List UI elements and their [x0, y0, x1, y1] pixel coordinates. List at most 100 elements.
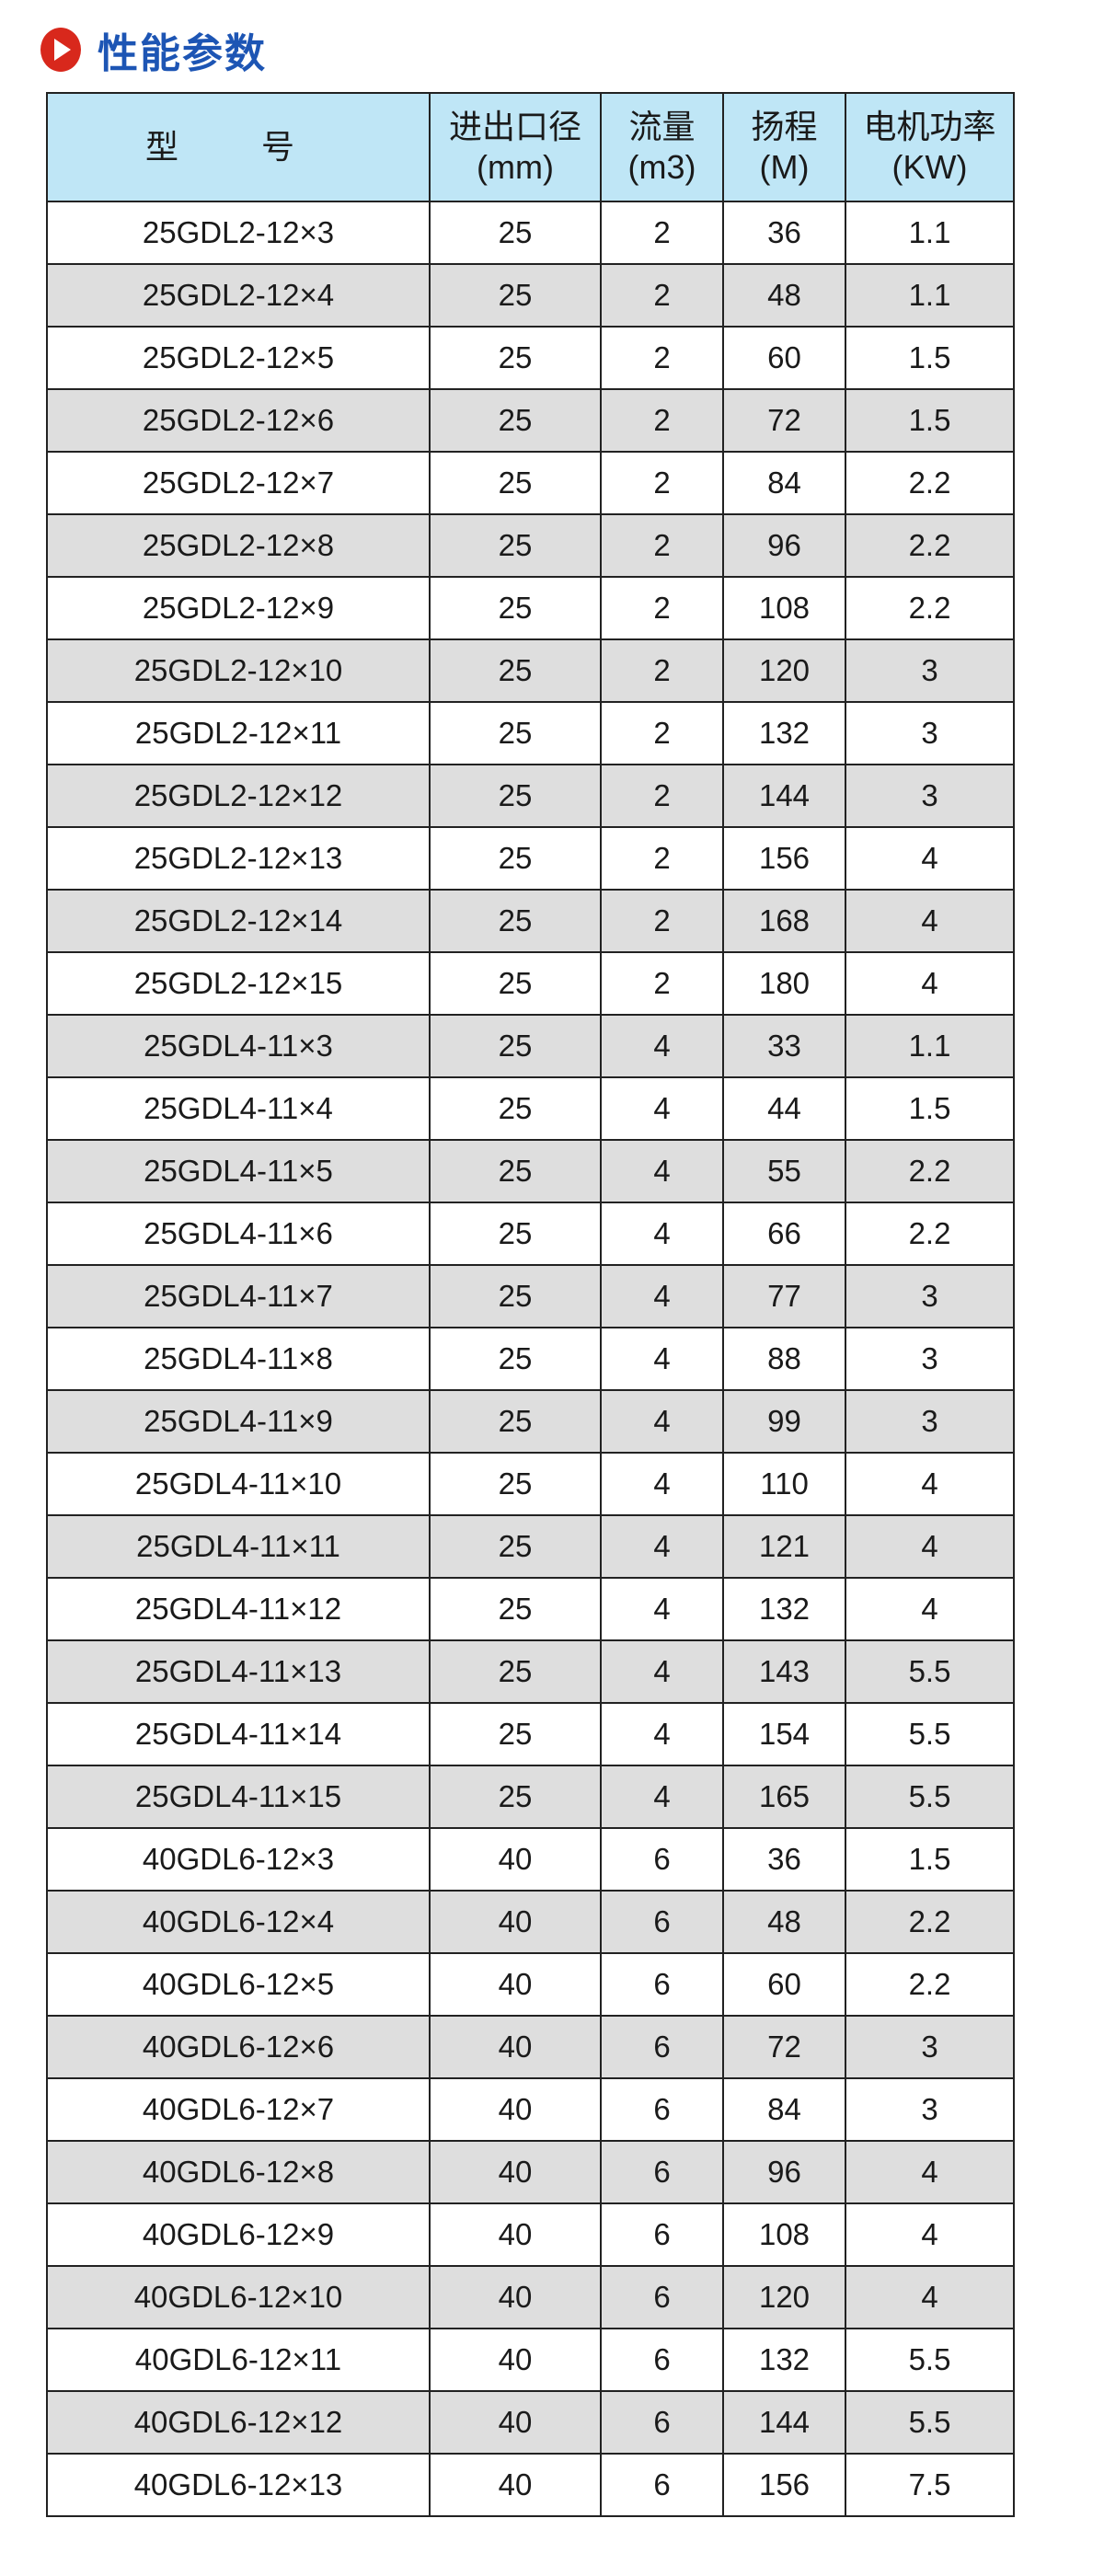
table-row: 40GDL6-12×5 40 6 60 2.2: [46, 1952, 1015, 2017]
cell-flow: 4: [600, 1577, 724, 1641]
cell-power: 3: [845, 2077, 1015, 2142]
cell-head: 120: [722, 638, 846, 703]
cell-model: 25GDL2-12×12: [46, 764, 431, 828]
cell-head: 99: [722, 1389, 846, 1454]
cell-flow: 2: [600, 451, 724, 515]
table-row: 40GDL6-12×7 40 6 84 3: [46, 2077, 1015, 2142]
cell-power: 3: [845, 1327, 1015, 1391]
cell-power: 2.2: [845, 451, 1015, 515]
cell-head: 96: [722, 513, 846, 578]
cell-flow: 4: [600, 1389, 724, 1454]
header-head: 扬程 (M): [722, 92, 846, 202]
cell-flow: 4: [600, 1639, 724, 1704]
cell-flow: 4: [600, 1076, 724, 1141]
cell-head: 156: [722, 2453, 846, 2517]
cell-model: 40GDL6-12×13: [46, 2453, 431, 2517]
cell-flow: 4: [600, 1702, 724, 1766]
cell-power: 2.2: [845, 1139, 1015, 1203]
cell-head: 108: [722, 2202, 846, 2267]
cell-model: 25GDL4-11×13: [46, 1639, 431, 1704]
table-row: 25GDL4-11×7 25 4 77 3: [46, 1264, 1015, 1328]
cell-flow: 4: [600, 1202, 724, 1266]
cell-flow: 6: [600, 2328, 724, 2392]
cell-model: 25GDL4-11×14: [46, 1702, 431, 1766]
cell-head: 72: [722, 2015, 846, 2079]
table-row: 40GDL6-12×3 40 6 36 1.5: [46, 1827, 1015, 1892]
cell-flow: 2: [600, 951, 724, 1016]
cell-diameter: 40: [429, 2140, 602, 2204]
header-head-unit: (M): [759, 148, 810, 186]
cell-flow: 6: [600, 2140, 724, 2204]
cell-model: 25GDL2-12×9: [46, 576, 431, 640]
cell-flow: 4: [600, 1014, 724, 1078]
cell-power: 3: [845, 638, 1015, 703]
cell-power: 2.2: [845, 1890, 1015, 1954]
cell-power: 1.1: [845, 1014, 1015, 1078]
table-row: 25GDL2-12×11 25 2 132 3: [46, 701, 1015, 765]
table-row: 40GDL6-12×10 40 6 120 4: [46, 2265, 1015, 2329]
table-row: 40GDL6-12×9 40 6 108 4: [46, 2202, 1015, 2267]
cell-head: 132: [722, 701, 846, 765]
cell-model: 25GDL4-11×4: [46, 1076, 431, 1141]
cell-model: 25GDL4-11×11: [46, 1514, 431, 1579]
table-row: 25GDL2-12×8 25 2 96 2.2: [46, 513, 1015, 578]
table-row: 25GDL2-12×10 25 2 120 3: [46, 638, 1015, 703]
cell-diameter: 40: [429, 2077, 602, 2142]
cell-model: 25GDL4-11×15: [46, 1765, 431, 1829]
cell-flow: 4: [600, 1139, 724, 1203]
section-title-text: 性能参数: [98, 30, 267, 77]
cell-flow: 6: [600, 1827, 724, 1892]
table-row: 25GDL2-12×3 25 2 36 1.1: [46, 201, 1015, 265]
cell-model: 25GDL2-12×6: [46, 388, 431, 453]
cell-diameter: 25: [429, 1514, 602, 1579]
table-row: 25GDL4-11×14 25 4 154 5.5: [46, 1702, 1015, 1766]
cell-flow: 4: [600, 1327, 724, 1391]
table-row: 25GDL2-12×5 25 2 60 1.5: [46, 326, 1015, 390]
cell-power: 7.5: [845, 2453, 1015, 2517]
table-row: 25GDL2-12×6 25 2 72 1.5: [46, 388, 1015, 453]
cell-power: 4: [845, 951, 1015, 1016]
table-row: 25GDL4-11×4 25 4 44 1.5: [46, 1076, 1015, 1141]
cell-model: 25GDL4-11×3: [46, 1014, 431, 1078]
cell-flow: 4: [600, 1264, 724, 1328]
cell-flow: 6: [600, 2015, 724, 2079]
cell-diameter: 40: [429, 2015, 602, 2079]
cell-diameter: 25: [429, 513, 602, 578]
cell-head: 132: [722, 1577, 846, 1641]
cell-power: 2.2: [845, 1202, 1015, 1266]
table-row: 25GDL2-12×14 25 2 168 4: [46, 889, 1015, 953]
cell-model: 25GDL4-11×8: [46, 1327, 431, 1391]
header-diameter-label: 进出口径: [448, 108, 581, 145]
table-row: 40GDL6-12×11 40 6 132 5.5: [46, 2328, 1015, 2392]
cell-diameter: 25: [429, 388, 602, 453]
header-power-label: 电机功率: [863, 108, 996, 145]
cell-head: 55: [722, 1139, 846, 1203]
cell-power: 4: [845, 1577, 1015, 1641]
cell-model: 40GDL6-12×3: [46, 1827, 431, 1892]
play-arrow-icon: [40, 28, 81, 72]
cell-diameter: 25: [429, 451, 602, 515]
cell-head: 96: [722, 2140, 846, 2204]
cell-diameter: 25: [429, 1389, 602, 1454]
cell-head: 168: [722, 889, 846, 953]
table-row: 25GDL4-11×15 25 4 165 5.5: [46, 1765, 1015, 1829]
cell-head: 33: [722, 1014, 846, 1078]
cell-flow: 2: [600, 576, 724, 640]
cell-power: 4: [845, 2140, 1015, 2204]
cell-head: 72: [722, 388, 846, 453]
cell-flow: 2: [600, 889, 724, 953]
cell-model: 40GDL6-12×10: [46, 2265, 431, 2329]
cell-power: 2.2: [845, 513, 1015, 578]
header-power-unit: (KW): [891, 148, 968, 186]
cell-flow: 2: [600, 701, 724, 765]
cell-flow: 4: [600, 1452, 724, 1516]
header-model-label: 型 号: [144, 128, 331, 166]
cell-diameter: 25: [429, 263, 602, 328]
table-row: 25GDL4-11×5 25 4 55 2.2: [46, 1139, 1015, 1203]
cell-model: 25GDL2-12×5: [46, 326, 431, 390]
cell-power: 3: [845, 1389, 1015, 1454]
cell-flow: 2: [600, 764, 724, 828]
cell-model: 40GDL6-12×9: [46, 2202, 431, 2267]
cell-diameter: 25: [429, 1076, 602, 1141]
cell-head: 156: [722, 826, 846, 891]
